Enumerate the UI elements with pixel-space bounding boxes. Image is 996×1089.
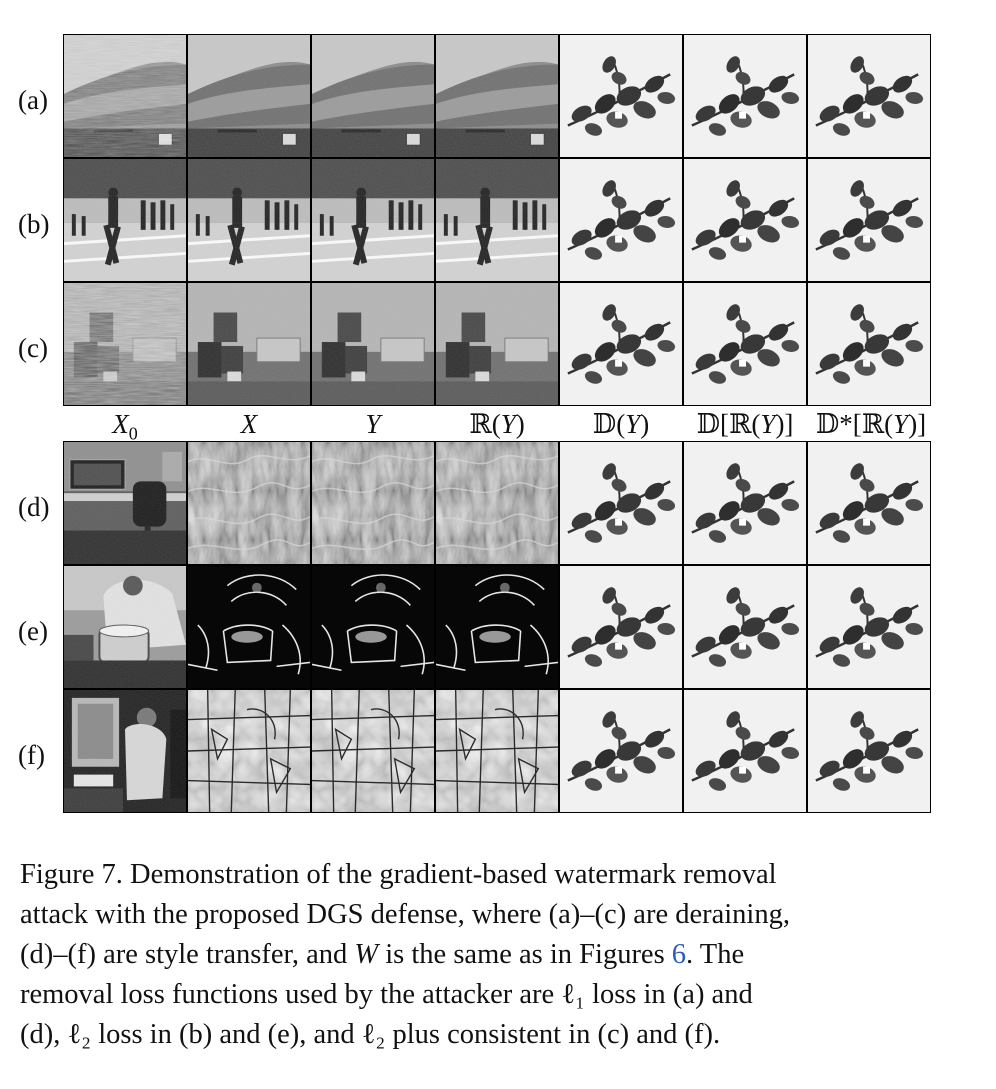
- image-bottom-row1-col5: [683, 565, 807, 689]
- image-bottom-row2-col5: [683, 689, 807, 813]
- image-top-row2-col2: [311, 282, 435, 406]
- figure-caption: Figure 7. Demonstration of the gradient-…: [20, 855, 950, 1055]
- row-label-b: (b): [18, 209, 50, 239]
- image-top-row1-col5: [683, 158, 807, 282]
- image-bottom-row2-col2: [311, 689, 435, 813]
- row-label-d: (d): [18, 492, 50, 522]
- image-top-row0-col6: [807, 34, 931, 158]
- image-top-row0-col0: [63, 34, 187, 158]
- image-top-row2-col6: [807, 282, 931, 406]
- caption-line-5: (d), ℓ₂ loss in (b) and (e), and ℓ₂ plus…: [20, 1019, 721, 1050]
- image-bottom-row1-col3: [435, 565, 559, 689]
- image-grid-bottom: [63, 441, 931, 813]
- col-label-x0: X0: [112, 409, 138, 444]
- image-bottom-row1-col0: [63, 565, 187, 689]
- image-bottom-row0-col6: [807, 441, 931, 565]
- caption-line-1: Figure 7. Demonstration of the gradient-…: [20, 859, 777, 890]
- image-top-row2-col0: [63, 282, 187, 406]
- image-bottom-row0-col4: [559, 441, 683, 565]
- image-bottom-row2-col4: [559, 689, 683, 813]
- col-label-dry: 𝔻[ℝ(Y)]: [696, 409, 794, 439]
- column-labels: X0 X Y ℝ(Y) 𝔻(Y) 𝔻[ℝ(Y)] 𝔻*[ℝ(Y)]: [63, 406, 935, 443]
- image-bottom-row2-col3: [435, 689, 559, 813]
- image-top-row1-col1: [187, 158, 311, 282]
- col-label-ry: ℝ(Y): [469, 409, 525, 439]
- caption-line-4: removal loss functions used by the attac…: [20, 979, 753, 1010]
- image-top-row1-col6: [807, 158, 931, 282]
- image-top-row2-col5: [683, 282, 807, 406]
- image-bottom-row0-col5: [683, 441, 807, 565]
- image-bottom-row1-col2: [311, 565, 435, 689]
- image-top-row0-col3: [435, 34, 559, 158]
- image-top-row2-col3: [435, 282, 559, 406]
- image-top-row2-col1: [187, 282, 311, 406]
- image-top-row0-col5: [683, 34, 807, 158]
- image-grid-top: [63, 34, 931, 406]
- row-label-a: (a): [18, 85, 48, 115]
- caption-line-2: attack with the proposed DGS defense, wh…: [20, 899, 790, 930]
- col-label-x: X: [240, 409, 258, 439]
- image-bottom-row1-col6: [807, 565, 931, 689]
- image-top-row1-col0: [63, 158, 187, 282]
- image-top-row0-col4: [559, 34, 683, 158]
- image-top-row1-col3: [435, 158, 559, 282]
- caption-line-3a: (d)–(f) are style transfer, and: [20, 939, 355, 970]
- caption-symbol-w: W: [354, 939, 379, 970]
- image-bottom-row0-col0: [63, 441, 187, 565]
- image-bottom-row2-col0: [63, 689, 187, 813]
- col-label-dstar-ry: 𝔻*[ℝ(Y)]: [815, 409, 927, 439]
- image-bottom-row1-col1: [187, 565, 311, 689]
- caption-line-3: (d)–(f) are style transfer, and W is the…: [20, 935, 950, 975]
- image-bottom-row0-col3: [435, 441, 559, 565]
- image-top-row1-col4: [559, 158, 683, 282]
- col-label-y: Y: [365, 409, 381, 439]
- image-bottom-row1-col4: [559, 565, 683, 689]
- image-top-row0-col2: [311, 34, 435, 158]
- image-bottom-row0-col1: [187, 441, 311, 565]
- caption-line-3b: is the same as in Figures: [378, 939, 672, 970]
- image-top-row1-col2: [311, 158, 435, 282]
- image-top-row0-col1: [187, 34, 311, 158]
- image-bottom-row2-col6: [807, 689, 931, 813]
- row-label-e: (e): [18, 616, 48, 646]
- row-label-f: (f): [18, 740, 45, 770]
- row-label-c: (c): [18, 333, 48, 363]
- col-label-dy: 𝔻(Y): [592, 409, 650, 439]
- image-top-row2-col4: [559, 282, 683, 406]
- image-bottom-row0-col2: [311, 441, 435, 565]
- caption-line-3c: . The: [686, 939, 745, 970]
- figure-6-link[interactable]: 6: [671, 939, 687, 970]
- image-bottom-row2-col1: [187, 689, 311, 813]
